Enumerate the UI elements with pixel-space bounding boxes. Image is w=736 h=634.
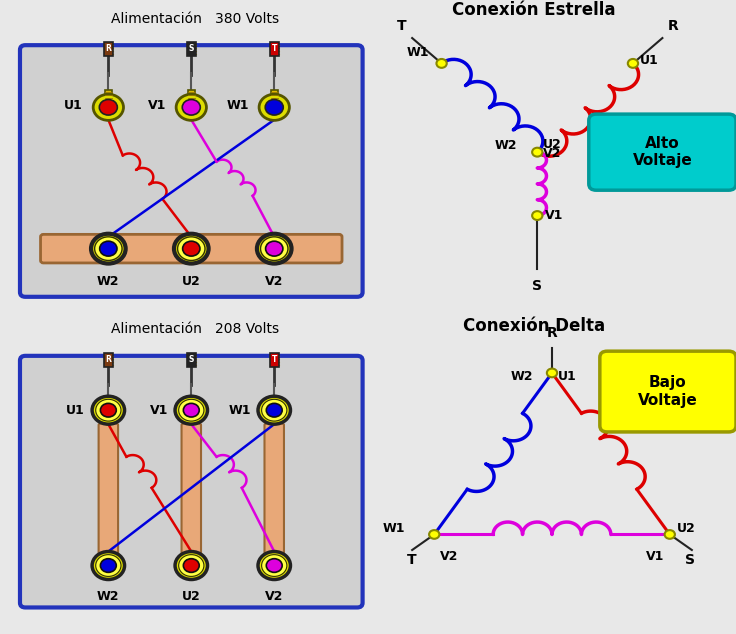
FancyBboxPatch shape (589, 114, 736, 190)
FancyBboxPatch shape (269, 42, 279, 56)
Text: S: S (188, 44, 194, 53)
Circle shape (532, 211, 542, 220)
Circle shape (258, 552, 291, 579)
Text: Bajo
Voltaje: Bajo Voltaje (638, 375, 698, 408)
FancyBboxPatch shape (271, 90, 278, 104)
Circle shape (266, 559, 282, 573)
FancyBboxPatch shape (188, 90, 195, 104)
Circle shape (174, 234, 208, 264)
Circle shape (99, 100, 117, 115)
Text: W1: W1 (382, 522, 405, 534)
Circle shape (183, 403, 199, 417)
Circle shape (261, 237, 288, 261)
Text: W1: W1 (228, 404, 251, 417)
Text: R: R (105, 44, 111, 53)
Text: T: T (272, 44, 277, 53)
Circle shape (91, 234, 126, 264)
Circle shape (436, 59, 447, 68)
Text: U2: U2 (182, 590, 201, 604)
FancyBboxPatch shape (40, 235, 342, 263)
Text: V1: V1 (646, 550, 664, 563)
Text: Conexión Delta: Conexión Delta (462, 318, 605, 335)
Circle shape (100, 559, 116, 573)
Text: U1: U1 (64, 100, 83, 112)
Circle shape (179, 555, 204, 576)
Text: V2: V2 (439, 550, 458, 563)
Text: R: R (668, 19, 679, 33)
Text: U1: U1 (66, 404, 85, 417)
Circle shape (93, 94, 124, 120)
Circle shape (259, 94, 289, 120)
Circle shape (96, 555, 121, 576)
FancyBboxPatch shape (600, 351, 736, 432)
Circle shape (261, 555, 287, 576)
FancyBboxPatch shape (187, 42, 196, 56)
FancyBboxPatch shape (182, 424, 201, 566)
Circle shape (92, 396, 124, 424)
Text: W2: W2 (97, 275, 119, 288)
Text: W1: W1 (406, 46, 428, 59)
Text: Conexión Estrella: Conexión Estrella (452, 1, 615, 18)
FancyBboxPatch shape (264, 424, 284, 566)
Text: V2: V2 (265, 275, 283, 288)
Circle shape (261, 399, 287, 421)
FancyBboxPatch shape (105, 90, 112, 104)
Text: V2: V2 (542, 147, 561, 160)
Circle shape (177, 237, 205, 261)
Circle shape (183, 100, 200, 115)
Circle shape (99, 241, 117, 256)
Text: V1: V1 (148, 100, 166, 112)
Text: W2: W2 (97, 590, 119, 604)
Circle shape (183, 559, 199, 573)
Text: U2: U2 (542, 138, 562, 151)
Text: S: S (685, 553, 695, 567)
Circle shape (266, 241, 283, 256)
Text: W2: W2 (511, 370, 534, 382)
FancyBboxPatch shape (269, 353, 279, 366)
Circle shape (183, 241, 200, 256)
FancyBboxPatch shape (104, 42, 113, 56)
FancyBboxPatch shape (99, 424, 118, 566)
Text: Alimentación   208 Volts: Alimentación 208 Volts (111, 323, 279, 337)
Text: T: T (407, 553, 417, 567)
Text: U1: U1 (558, 370, 576, 382)
Circle shape (95, 237, 122, 261)
Circle shape (665, 530, 675, 539)
Text: W1: W1 (227, 100, 249, 112)
Text: R: R (547, 327, 557, 340)
Text: U1: U1 (640, 54, 659, 67)
Text: W2: W2 (495, 139, 517, 152)
FancyBboxPatch shape (20, 45, 363, 297)
Text: V1: V1 (545, 209, 563, 222)
Circle shape (175, 396, 208, 424)
Text: V1: V1 (149, 404, 168, 417)
Text: S: S (532, 279, 542, 293)
Circle shape (175, 552, 208, 579)
Circle shape (92, 552, 124, 579)
FancyBboxPatch shape (187, 353, 196, 366)
Circle shape (176, 94, 206, 120)
Circle shape (266, 403, 282, 417)
Circle shape (257, 234, 291, 264)
Circle shape (547, 368, 557, 377)
Circle shape (265, 100, 283, 115)
Text: U2: U2 (677, 522, 696, 534)
Circle shape (258, 396, 291, 424)
Text: V2: V2 (265, 590, 283, 604)
Text: S: S (188, 355, 194, 364)
Text: R: R (105, 355, 111, 364)
Text: T: T (272, 355, 277, 364)
FancyBboxPatch shape (20, 356, 363, 607)
FancyBboxPatch shape (104, 353, 113, 366)
Text: Alto
Voltaje: Alto Voltaje (632, 136, 693, 169)
Circle shape (96, 399, 121, 421)
Circle shape (179, 399, 204, 421)
Circle shape (628, 59, 638, 68)
Text: U2: U2 (182, 275, 201, 288)
Text: T: T (397, 19, 406, 33)
Circle shape (532, 148, 542, 157)
Text: Alimentación   380 Volts: Alimentación 380 Volts (111, 12, 279, 26)
Circle shape (429, 530, 439, 539)
Circle shape (100, 403, 116, 417)
